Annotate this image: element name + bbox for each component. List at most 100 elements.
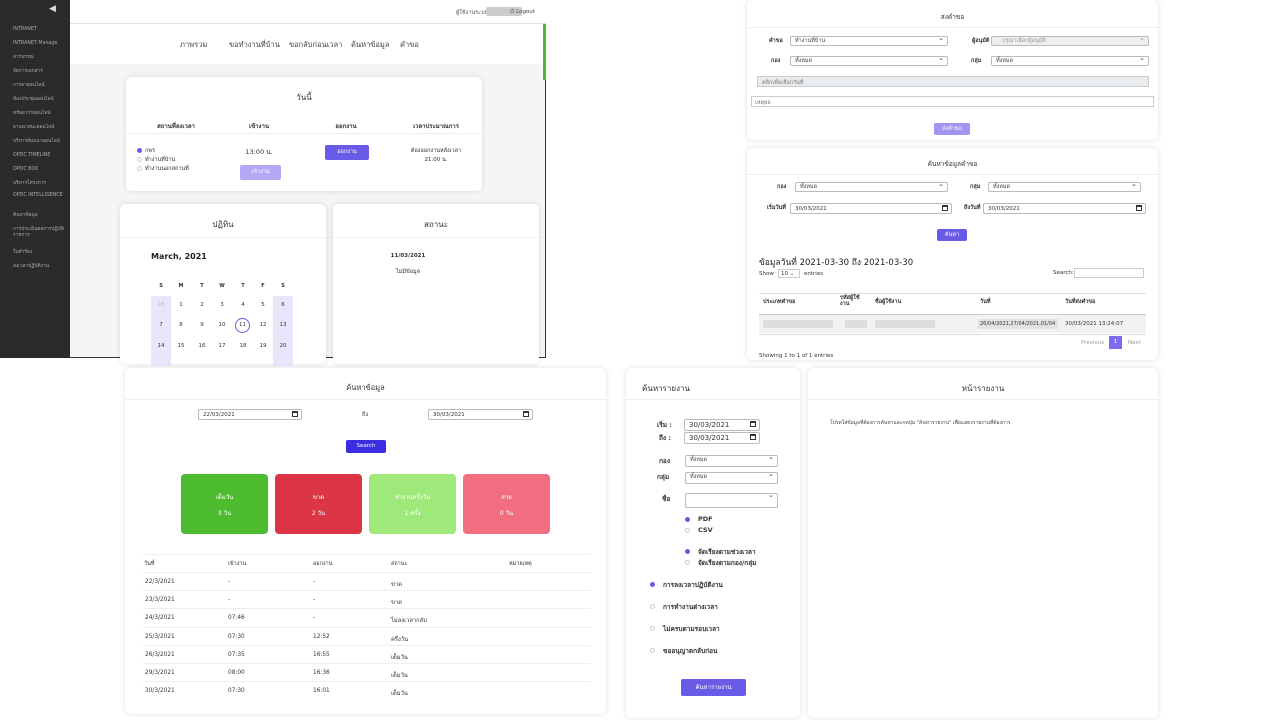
- sidebar-item-6[interactable]: ทรัพยากรออนไลน์: [13, 111, 51, 116]
- sidebar-item-13[interactable]: ค้นหาข้อมูล: [13, 213, 38, 218]
- calendar-day[interactable]: 19: [259, 343, 267, 349]
- sidebar-item-5[interactable]: ห้องประชุมออนไลน์: [13, 97, 54, 102]
- report-type-4-radio[interactable]: [650, 648, 655, 653]
- report-type-3-radio[interactable]: [650, 626, 655, 631]
- report-group-label: กลุ่ม: [657, 473, 670, 481]
- calendar-day[interactable]: 10: [218, 322, 226, 328]
- checkin-button[interactable]: เข้างาน: [240, 165, 281, 180]
- weekday-label: F: [261, 283, 265, 289]
- sidebar-item-10[interactable]: OPDC BOX: [13, 167, 39, 172]
- calendar-day[interactable]: 16: [198, 343, 206, 349]
- p3-division-select[interactable]: ทั้งหมด: [795, 181, 948, 192]
- th-checkin: เข้างาน: [228, 561, 247, 567]
- th-user-id[interactable]: รหัสผู้ใช้งาน: [840, 295, 860, 307]
- calendar-day[interactable]: 17: [218, 343, 226, 349]
- to-label: ถึง: [362, 412, 369, 418]
- report-search-button[interactable]: ค้นหารายงาน: [681, 679, 746, 696]
- top-bar: ผู้ใช้งานระบบ : ⏻ Logout: [70, 0, 546, 24]
- calendar-day[interactable]: 4: [241, 302, 245, 308]
- th-date[interactable]: วันที่: [980, 299, 991, 305]
- sidebar-item-1[interactable]: INTRANET Manage: [13, 41, 58, 46]
- collapse-icon[interactable]: ◀: [49, 4, 56, 14]
- nav-overview[interactable]: ภาพรวม: [180, 40, 208, 49]
- calendar-day[interactable]: 11: [235, 318, 250, 333]
- division-select[interactable]: ทั้งหมด: [790, 55, 948, 66]
- dates-picker[interactable]: คลิกเพื่อเลือกวันที่: [757, 76, 1149, 87]
- sidebar-item-2[interactable]: สารบรรณ: [13, 55, 34, 60]
- report-type-1-radio[interactable]: [650, 582, 655, 587]
- page-1[interactable]: 1: [1109, 336, 1122, 349]
- from-date[interactable]: 22/03/2021: [198, 409, 302, 420]
- cell: ขาด: [391, 582, 402, 588]
- cell: เต็มวัน: [391, 691, 408, 698]
- submit-request-button[interactable]: ส่งคำขอ: [934, 123, 970, 135]
- nav-requests[interactable]: คำขอ: [400, 40, 419, 49]
- nav-wfh[interactable]: ขอทำงานที่บ้าน: [229, 40, 280, 49]
- next-page[interactable]: Next: [1128, 340, 1141, 346]
- th-request-type[interactable]: ประเภทคำขอ: [763, 299, 796, 305]
- calendar-day[interactable]: 18: [239, 343, 247, 349]
- logout-link[interactable]: ⏻ Logout: [510, 9, 535, 15]
- calendar-day[interactable]: 1: [179, 302, 183, 308]
- sidebar-item-0[interactable]: INTRANET: [13, 27, 37, 32]
- estimate-line1: ต้องออกงานหลังเวลา: [410, 148, 462, 154]
- calendar-day[interactable]: 15: [177, 343, 185, 349]
- format-csv-radio[interactable]: [685, 528, 690, 533]
- sort-time-radio[interactable]: [685, 549, 690, 554]
- calendar-day[interactable]: 14: [157, 343, 165, 349]
- sidebar-item-7[interactable]: ยานพาหนะออนไลน์: [13, 125, 55, 130]
- group-select[interactable]: ทั้งหมด: [991, 55, 1149, 66]
- nav-search[interactable]: ค้นหาข้อมูล: [351, 40, 390, 49]
- cell: 16:01: [313, 688, 330, 695]
- table-search-input[interactable]: [1074, 268, 1144, 278]
- sidebar-item-9[interactable]: OPDC TIMELINE: [13, 153, 51, 158]
- attendance-search-button[interactable]: Search: [346, 440, 386, 453]
- calendar-day[interactable]: 12: [259, 322, 267, 328]
- p3-search-button[interactable]: ค้นหา: [937, 229, 967, 241]
- approver-select[interactable]: กรุณาเลือกผู้อนุมัติ: [991, 35, 1149, 46]
- p3-start-date[interactable]: 30/03/2021: [790, 203, 952, 214]
- calendar-day[interactable]: 7: [159, 322, 163, 328]
- report-division-select[interactable]: ทั้งหมด: [685, 454, 778, 467]
- sidebar-item-4[interactable]: การลาออนไลน์: [13, 83, 45, 88]
- report-type-2-radio[interactable]: [650, 604, 655, 609]
- checkout-button[interactable]: ออกงาน: [325, 145, 369, 160]
- weekday-label: T: [241, 283, 245, 289]
- format-pdf-radio[interactable]: [685, 517, 690, 522]
- sidebar-item-14[interactable]: การประเมินผลการปฏิบัติราชการ: [13, 227, 64, 238]
- prev-page[interactable]: Previous: [1081, 340, 1105, 346]
- to-date[interactable]: 30/03/2021: [428, 409, 533, 420]
- calendar-day[interactable]: 3: [220, 302, 224, 308]
- calendar-day[interactable]: 20: [279, 343, 287, 349]
- sidebar-item-12[interactable]: OPDC INTELLIGENCE: [13, 193, 63, 198]
- calendar-day[interactable]: 5: [261, 302, 265, 308]
- weekday-label: W: [219, 283, 225, 289]
- calendar-day[interactable]: 13: [279, 322, 287, 328]
- reason-input[interactable]: เหตุผล: [751, 96, 1154, 107]
- th-sent-date[interactable]: วันที่ส่งคำขอ: [1065, 299, 1096, 305]
- sidebar-item-11[interactable]: บริหารโครงการ: [13, 181, 46, 186]
- approver-label: ผู้อนุมัติ: [972, 38, 990, 44]
- calendar-day[interactable]: 2: [200, 302, 204, 308]
- report-group-select[interactable]: ทั้งหมด: [685, 471, 778, 484]
- sidebar-item-3[interactable]: จัดการเอกสาร: [13, 69, 43, 74]
- calendar-day[interactable]: 9: [200, 322, 204, 328]
- report-end-date[interactable]: 30/03/2021: [684, 432, 760, 444]
- nav-early-leave[interactable]: ขอกลับก่อนเวลา: [289, 40, 343, 49]
- calendar-day[interactable]: 8: [179, 322, 183, 328]
- sidebar-item-15[interactable]: ใบคำร้อง: [13, 250, 33, 255]
- sidebar-item-8[interactable]: บริหารสัมมนาออนไลน์: [13, 139, 60, 144]
- cell: -: [228, 597, 231, 604]
- calendar-day[interactable]: 28: [157, 302, 165, 308]
- sidebar-item-16[interactable]: ลงเวลาปฏิบัติงาน: [13, 264, 49, 269]
- p3-group-select[interactable]: ทั้งหมด: [988, 181, 1141, 192]
- report-start-date[interactable]: 30/03/2021: [684, 419, 760, 431]
- th-user-name[interactable]: ชื่อผู้ใช้งาน: [875, 299, 902, 305]
- calendar-day[interactable]: 6: [281, 302, 285, 308]
- request-type-select[interactable]: ทำงานที่บ้าน: [790, 35, 948, 46]
- report-name-select[interactable]: [685, 492, 778, 508]
- sort-division-radio[interactable]: [685, 560, 690, 565]
- th-status: สถานะ: [391, 561, 408, 567]
- show-entries-select[interactable]: 10 ⌄: [778, 269, 800, 278]
- p3-end-date[interactable]: 30/03/2021: [983, 203, 1146, 214]
